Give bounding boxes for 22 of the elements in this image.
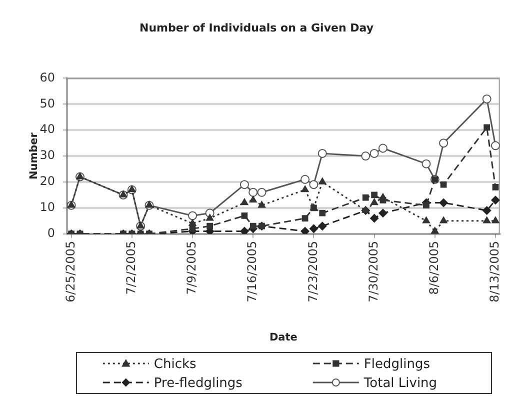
y-tick-label: 10 xyxy=(40,200,55,214)
x-tick-label: 7/23/2005 xyxy=(306,240,320,302)
y-tick-label: 0 xyxy=(47,226,55,240)
legend-label: Fledglings xyxy=(364,356,430,372)
legend-label: Pre-fledglings xyxy=(154,376,243,391)
x-tick-label: 7/16/2005 xyxy=(245,240,260,302)
x-tick-label: 6/25/2005 xyxy=(63,240,78,302)
y-tick-label: 30 xyxy=(40,148,55,162)
x-tick-label: 8/13/2005 xyxy=(488,240,502,302)
x-tick-label: 7/9/2005 xyxy=(184,240,199,295)
y-tick-label: 50 xyxy=(40,96,55,110)
legend-label: Chicks xyxy=(154,356,197,372)
x-tick-label: 7/2/2005 xyxy=(124,240,138,295)
legend-label: Total Living xyxy=(362,376,438,391)
y-tick-label: 20 xyxy=(40,174,55,188)
y-tick-label: 60 xyxy=(40,70,55,84)
x-tick-label: 7/30/2005 xyxy=(366,240,380,302)
y-axis-title: Number xyxy=(28,132,40,180)
y-tick-label: 40 xyxy=(40,122,55,136)
x-tick-label: 8/6/2005 xyxy=(427,240,442,295)
chart-title: Number of Individuals on a Given Day xyxy=(140,21,374,34)
x-axis-title: Date xyxy=(269,331,298,344)
